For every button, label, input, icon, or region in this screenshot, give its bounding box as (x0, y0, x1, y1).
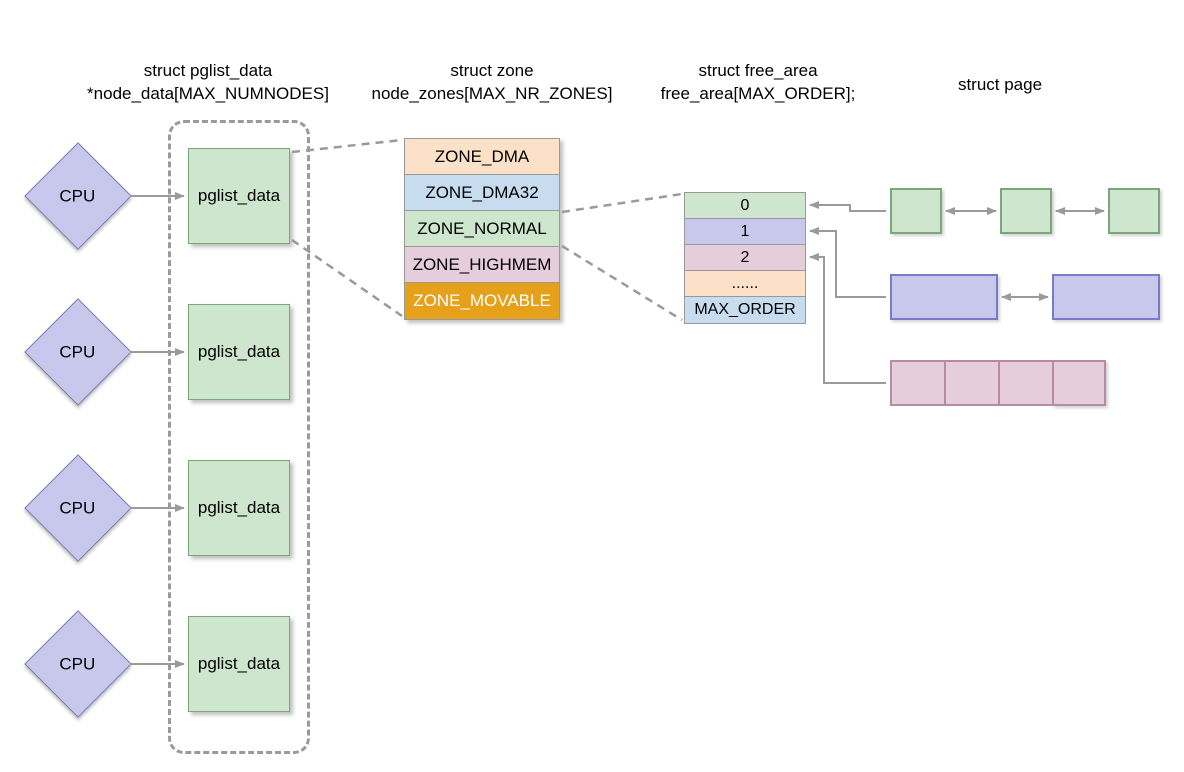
page-cell (998, 360, 1052, 406)
zone-row: ZONE_HIGHMEM (405, 247, 559, 283)
zone-row: ZONE_DMA (405, 139, 559, 175)
cpu-node: CPU (24, 298, 131, 405)
free-area-row: 2 (685, 245, 805, 271)
free-area-row: 1 (685, 219, 805, 245)
zone-row: ZONE_MOVABLE (405, 283, 559, 319)
free-area-row: MAX_ORDER (685, 297, 805, 323)
page-cell (890, 360, 944, 406)
cpu-node: CPU (24, 142, 131, 249)
pglist-data-box: pglist_data (188, 148, 290, 244)
pglist-data-box: pglist_data (188, 460, 290, 556)
zone-list: ZONE_DMAZONE_DMA32ZONE_NORMALZONE_HIGHME… (404, 138, 560, 320)
page-cell (890, 188, 942, 234)
header-free-area: struct free_areafree_area[MAX_ORDER]; (628, 60, 888, 106)
zone-row: ZONE_NORMAL (405, 211, 559, 247)
pglist-data-box: pglist_data (188, 304, 290, 400)
page-cell (1052, 274, 1160, 320)
page-cell (1052, 360, 1106, 406)
header-zone: struct zonenode_zones[MAX_NR_ZONES] (362, 60, 622, 106)
cpu-node: CPU (24, 454, 131, 561)
page-cell (890, 274, 998, 320)
free-area-row: ...... (685, 271, 805, 297)
pglist-data-box: pglist_data (188, 616, 290, 712)
free-area-row: 0 (685, 193, 805, 219)
cpu-node: CPU (24, 610, 131, 717)
page-cell (1000, 188, 1052, 234)
header-page: struct page (900, 74, 1100, 97)
free-area-list: 012......MAX_ORDER (684, 192, 806, 324)
zone-row: ZONE_DMA32 (405, 175, 559, 211)
page-cell (1108, 188, 1160, 234)
page-cell (944, 360, 998, 406)
header-pglist: struct pglist_data*node_data[MAX_NUMNODE… (78, 60, 338, 106)
